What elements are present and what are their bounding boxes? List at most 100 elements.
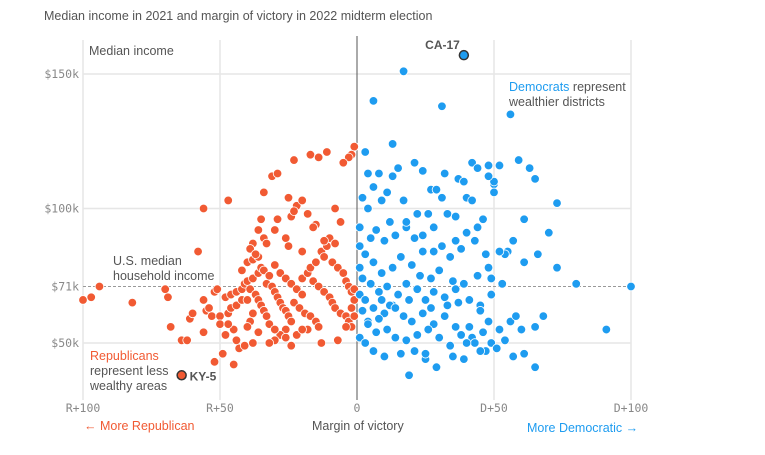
democrat-point xyxy=(426,273,436,284)
democrat-point xyxy=(398,66,409,77)
democrat-point xyxy=(511,311,521,321)
democrat-point xyxy=(505,109,516,120)
chart-title: Median income in 2021 and margin of vict… xyxy=(44,9,433,23)
republican-point xyxy=(198,295,209,305)
democrat-point xyxy=(492,343,502,354)
democrat-point xyxy=(368,346,379,356)
democrat-point xyxy=(401,217,412,227)
democrat-point xyxy=(450,322,461,332)
democrat-point xyxy=(464,322,475,332)
rep-line3: wealthy areas xyxy=(90,379,168,393)
republican-point xyxy=(250,249,261,259)
democrat-point xyxy=(571,279,581,289)
democrat-point xyxy=(363,168,373,179)
democrat-point xyxy=(404,370,414,380)
median-annotation: U.S. median household income xyxy=(113,254,214,284)
democrat-point xyxy=(382,187,392,198)
x-axis-title: Margin of victory xyxy=(312,419,404,433)
rep-word: Republicans xyxy=(90,349,159,363)
democrat-point xyxy=(552,198,562,208)
republican-point xyxy=(335,217,346,227)
democrat-points xyxy=(355,66,636,380)
republican-annotation: Republicans represent less wealthy areas xyxy=(90,349,169,394)
democrat-point xyxy=(489,187,499,198)
democrat-point xyxy=(374,287,384,297)
democrat-point xyxy=(475,346,486,356)
democrat-point xyxy=(418,230,428,241)
democrat-point xyxy=(445,252,455,262)
republican-point xyxy=(305,149,316,160)
democrat-point xyxy=(387,139,398,149)
democrat-point xyxy=(429,246,439,257)
democrat-point xyxy=(418,308,428,319)
democrat-point xyxy=(357,193,368,203)
republican-point xyxy=(215,319,225,329)
republican-point xyxy=(242,295,253,305)
democrat-point xyxy=(412,330,422,340)
democrat-point xyxy=(360,249,370,259)
democrat-point xyxy=(494,160,505,171)
democrat-point xyxy=(409,158,420,168)
republican-point xyxy=(319,236,329,246)
democrat-point xyxy=(467,195,477,206)
republican-point xyxy=(330,238,340,249)
democrat-point xyxy=(508,351,518,362)
democrat-point xyxy=(374,314,384,324)
republican-point xyxy=(198,203,209,214)
democrat-point xyxy=(393,163,403,173)
democrat-annotation: Democrats represent wealthier districts xyxy=(509,80,626,110)
democrat-point xyxy=(374,168,384,179)
republican-point xyxy=(338,158,349,168)
democrat-point xyxy=(355,222,365,233)
democrat-point xyxy=(407,260,417,270)
democrat-point xyxy=(601,324,612,335)
democrat-point xyxy=(376,295,387,305)
democrat-point xyxy=(519,349,529,359)
republican-point xyxy=(333,335,343,346)
y-tick-label: $50k xyxy=(51,336,79,350)
democrat-point xyxy=(404,295,414,305)
democrat-point xyxy=(423,324,433,335)
democrat-point xyxy=(533,249,543,259)
republican-point xyxy=(127,297,138,308)
dem-word: Democrats xyxy=(509,80,570,94)
democrat-point xyxy=(513,155,524,165)
democrat-point xyxy=(429,287,439,297)
republican-point xyxy=(272,168,283,179)
democrat-point xyxy=(396,349,406,359)
democrat-point xyxy=(475,306,486,316)
democrat-point xyxy=(431,362,442,372)
democrat-point xyxy=(423,209,433,219)
republican-point xyxy=(261,311,272,321)
republican-point xyxy=(272,214,283,224)
y-tick-label: $100k xyxy=(44,202,79,216)
republican-point xyxy=(228,359,239,370)
republican-point xyxy=(330,203,340,214)
democrat-point xyxy=(390,332,401,343)
democrat-point xyxy=(360,295,370,305)
republican-point xyxy=(313,322,324,332)
highlighted-label: KY-5 xyxy=(190,369,217,383)
republican-point xyxy=(86,292,96,302)
republican-point xyxy=(253,225,264,235)
republican-point xyxy=(212,284,222,294)
republican-point xyxy=(223,319,233,329)
rep-line2: represent less xyxy=(90,364,169,378)
democrat-point xyxy=(418,166,428,176)
republican-point xyxy=(193,246,203,257)
democrat-point xyxy=(379,236,390,246)
republican-point xyxy=(253,327,264,337)
democrat-point xyxy=(442,209,453,219)
republican-point xyxy=(160,284,170,294)
republican-point xyxy=(198,327,209,337)
republican-point xyxy=(78,295,88,305)
x-tick-label: 0 xyxy=(354,401,361,415)
democrat-point xyxy=(401,335,412,346)
republican-point xyxy=(297,289,307,300)
democrat-point xyxy=(530,174,540,184)
democrat-point xyxy=(494,246,505,257)
democrat-point xyxy=(437,101,447,111)
republican-point xyxy=(297,246,307,257)
x-tick-label: D+100 xyxy=(614,401,649,415)
